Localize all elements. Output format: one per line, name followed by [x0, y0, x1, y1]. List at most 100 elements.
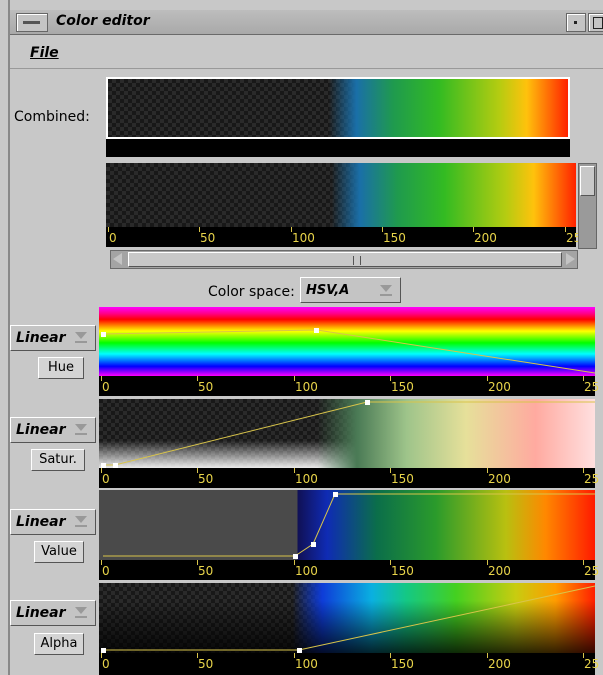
axis-tick-label: 150 — [391, 380, 414, 394]
dropdown-arrow-icon — [75, 607, 87, 618]
axis-tick-label: 0 — [102, 472, 110, 486]
axis-tick-label: 150 — [391, 657, 414, 671]
axis-tick — [101, 560, 102, 565]
value-interp-value: Linear — [16, 514, 66, 530]
control-point[interactable] — [365, 400, 370, 405]
saturation-button[interactable]: Satur. — [31, 449, 85, 471]
axis-tick — [197, 560, 198, 565]
axis-tick — [583, 560, 584, 565]
maximize-button[interactable] — [588, 13, 603, 32]
value-editor[interactable]: 0 50 100 150 200 25 — [99, 490, 599, 580]
control-point[interactable] — [293, 554, 298, 559]
gradient-overview — [106, 163, 576, 227]
axis-tick — [101, 468, 102, 473]
axis-tick-label: 50 — [198, 657, 214, 671]
hue-interp-value: Linear — [16, 330, 66, 346]
axis-tick — [487, 560, 488, 565]
saturation-curve[interactable] — [99, 399, 595, 468]
alpha-interp-value: Linear — [16, 605, 66, 621]
hue-curve[interactable] — [99, 307, 595, 376]
combined-label: Combined: — [14, 109, 90, 125]
axis-tick — [390, 653, 391, 658]
horizontal-scroll-thumb[interactable] — [128, 252, 562, 267]
axis-tick-label: 200 — [488, 657, 511, 671]
combined-preview-base — [106, 139, 570, 157]
axis-tick — [101, 653, 102, 658]
hue-editor[interactable]: 0 50 100 150 200 25 — [99, 307, 599, 396]
control-point[interactable] — [333, 492, 338, 497]
control-point[interactable] — [101, 463, 106, 468]
hue-button[interactable]: Hue — [38, 357, 84, 379]
value-axis: 0 50 100 150 200 25 — [99, 560, 599, 580]
saturation-interp-menu[interactable]: Linear — [10, 417, 96, 443]
control-point[interactable] — [314, 328, 319, 333]
title-bar[interactable]: Color editor — [10, 10, 603, 35]
axis-tick — [583, 468, 584, 473]
axis-tick — [583, 376, 584, 381]
axis-tick — [390, 376, 391, 381]
control-point[interactable] — [113, 463, 118, 468]
control-point[interactable] — [101, 648, 106, 653]
axis-tick — [390, 468, 391, 473]
window-title: Color editor — [56, 13, 150, 29]
value-interp-menu[interactable]: Linear — [10, 509, 96, 535]
overview-axis: 0 50 100 150 200 25 — [106, 227, 581, 247]
alpha-editor[interactable]: 0 50 100 150 200 25 — [99, 583, 599, 675]
axis-tick — [294, 653, 295, 658]
axis-tick-label: 200 — [488, 472, 511, 486]
axis-tick — [197, 468, 198, 473]
grip-icon — [353, 256, 361, 265]
axis-tick — [294, 468, 295, 473]
color-space-value: HSV,A — [306, 283, 350, 298]
axis-tick-label: 100 — [295, 564, 318, 578]
axis-tick — [197, 653, 198, 658]
axis-tick-label: 100 — [295, 380, 318, 394]
color-space-label: Color space: — [208, 284, 295, 300]
window-menu-button[interactable] — [16, 13, 48, 32]
hue-axis: 0 50 100 150 200 25 — [99, 376, 599, 396]
axis-tick-label: 150 — [383, 231, 406, 245]
dropdown-arrow-icon — [75, 424, 87, 435]
axis-tick — [487, 653, 488, 658]
dropdown-arrow-icon — [75, 516, 87, 527]
axis-tick-label: 0 — [102, 657, 110, 671]
saturation-editor[interactable]: 0 50 100 150 200 25 — [99, 399, 599, 488]
alpha-button[interactable]: Alpha — [34, 633, 84, 655]
menu-bar: File — [10, 36, 603, 69]
control-point[interactable] — [311, 542, 316, 547]
axis-tick — [382, 227, 383, 232]
control-point[interactable] — [101, 332, 106, 337]
alpha-curve[interactable] — [99, 583, 595, 653]
axis-tick-label: 0 — [109, 231, 117, 245]
axis-tick — [390, 560, 391, 565]
vertical-scroll-thumb[interactable] — [580, 166, 595, 196]
saturation-interp-value: Linear — [16, 422, 66, 438]
scroll-right-arrow-icon[interactable] — [566, 253, 575, 265]
vertical-scrollbar[interactable] — [578, 163, 597, 249]
horizontal-scrollbar[interactable] — [110, 250, 578, 269]
axis-tick-label: 150 — [391, 564, 414, 578]
menu-file[interactable]: File — [30, 45, 59, 61]
axis-tick — [101, 376, 102, 381]
hue-interp-menu[interactable]: Linear — [10, 325, 96, 351]
axis-tick-label: 100 — [295, 657, 318, 671]
axis-tick-label: 0 — [102, 380, 110, 394]
color-space-select[interactable]: HSV,A — [300, 277, 401, 303]
scroll-left-arrow-icon[interactable] — [113, 253, 122, 265]
control-point[interactable] — [297, 648, 302, 653]
dropdown-arrow-icon — [75, 332, 87, 343]
combined-preview — [106, 77, 570, 139]
minimize-button[interactable] — [566, 13, 586, 32]
axis-tick — [291, 227, 292, 232]
axis-tick-label: 200 — [488, 564, 511, 578]
axis-tick — [294, 560, 295, 565]
value-button[interactable]: Value — [34, 541, 84, 563]
axis-tick-label: 200 — [474, 231, 497, 245]
axis-tick-label: 50 — [198, 380, 214, 394]
value-curve[interactable] — [99, 490, 595, 560]
axis-tick — [487, 468, 488, 473]
axis-tick — [473, 227, 474, 232]
alpha-interp-menu[interactable]: Linear — [10, 600, 96, 626]
axis-tick — [487, 376, 488, 381]
axis-tick — [108, 227, 109, 232]
